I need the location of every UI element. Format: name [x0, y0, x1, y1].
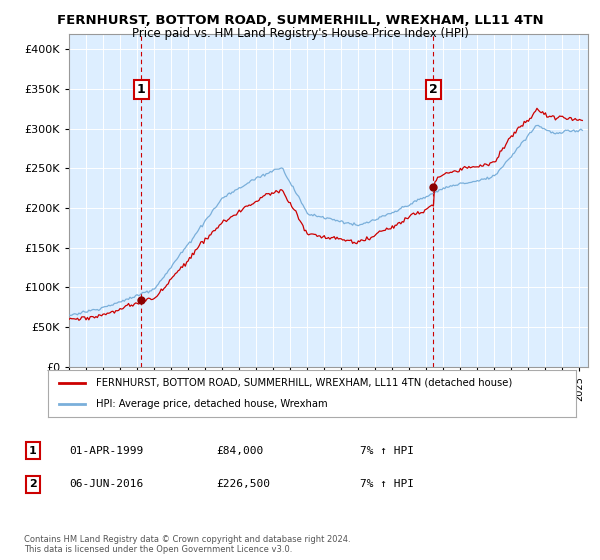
Text: 1: 1 — [29, 446, 37, 456]
Text: £226,500: £226,500 — [216, 479, 270, 489]
Text: FERNHURST, BOTTOM ROAD, SUMMERHILL, WREXHAM, LL11 4TN (detached house): FERNHURST, BOTTOM ROAD, SUMMERHILL, WREX… — [95, 378, 512, 388]
Text: Contains HM Land Registry data © Crown copyright and database right 2024.
This d: Contains HM Land Registry data © Crown c… — [24, 535, 350, 554]
Text: FERNHURST, BOTTOM ROAD, SUMMERHILL, WREXHAM, LL11 4TN: FERNHURST, BOTTOM ROAD, SUMMERHILL, WREX… — [56, 14, 544, 27]
Text: £84,000: £84,000 — [216, 446, 263, 456]
Text: 2: 2 — [29, 479, 37, 489]
Text: 1: 1 — [137, 83, 146, 96]
Text: 06-JUN-2016: 06-JUN-2016 — [69, 479, 143, 489]
Text: Price paid vs. HM Land Registry's House Price Index (HPI): Price paid vs. HM Land Registry's House … — [131, 27, 469, 40]
Text: 2: 2 — [429, 83, 438, 96]
Text: 7% ↑ HPI: 7% ↑ HPI — [360, 479, 414, 489]
Text: 01-APR-1999: 01-APR-1999 — [69, 446, 143, 456]
Text: HPI: Average price, detached house, Wrexham: HPI: Average price, detached house, Wrex… — [95, 399, 327, 409]
Text: 7% ↑ HPI: 7% ↑ HPI — [360, 446, 414, 456]
